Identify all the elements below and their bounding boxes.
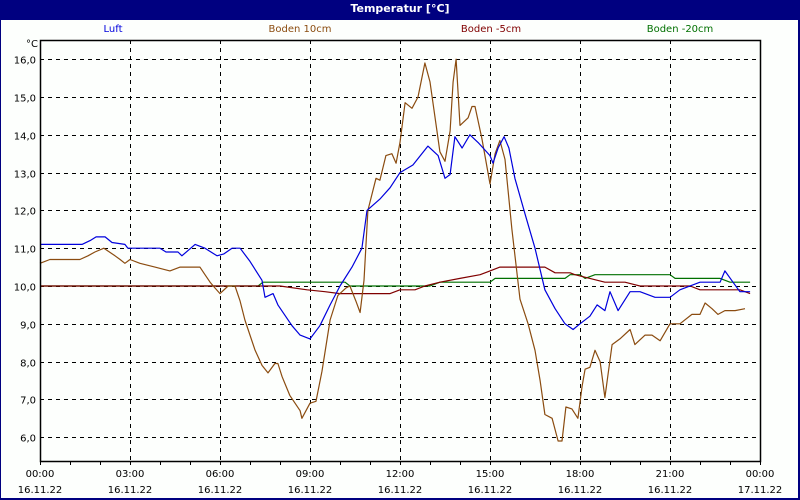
y-tick-label: 14,0 (14, 132, 36, 143)
plot-area: 6,0 7,0 8,0 9,0 10,0 11,0 12,0 13,0 14,0 15,0 16,0… (14, 39, 783, 496)
x-tick-time: 00:00 (26, 469, 55, 480)
legend-item: Boden -20cm (646, 24, 714, 35)
y-tick-label: 11,0 (14, 245, 36, 256)
x-tick-date: 16.11.22 (468, 485, 513, 496)
y-tick-label: 7,0 (20, 396, 36, 407)
legend-item: Boden 10cm (268, 24, 332, 35)
x-tick-date: 16.11.22 (378, 485, 423, 496)
legend-item: Boden -5cm (460, 24, 522, 35)
x-tick-date: 17.11.22 (738, 485, 783, 496)
x-tick-date: 16.11.22 (648, 485, 693, 496)
x-tick-time: 12:00 (386, 469, 415, 480)
y-tick-label: 15,0 (14, 94, 36, 105)
x-tick-time: 00:00 (746, 469, 775, 480)
y-tick-label: 16,0 (14, 56, 36, 67)
x-tick-date: 16.11.22 (288, 485, 333, 496)
y-tick-label: 9,0 (20, 321, 36, 332)
x-tick-time: 09:00 (296, 469, 325, 480)
x-tick-time: 18:00 (566, 469, 595, 480)
x-tick-time: 15:00 (476, 469, 505, 480)
x-tick-date: 16.11.22 (558, 485, 603, 496)
legend-item: Luft (103, 24, 123, 35)
y-axis-unit: °C (26, 39, 38, 50)
x-tick-date: 16.11.22 (108, 485, 153, 496)
y-tick-label: 6,0 (20, 434, 36, 445)
y-tick-label: 8,0 (20, 359, 36, 370)
series-line-luft (40, 134, 751, 340)
chart-title: Temperatur [°C] (350, 2, 450, 15)
chart-canvas: Luft Boden 10cm Boden -5cm Boden -20cm 6,0 7… (1, 20, 798, 498)
series-line-boden-20cm (40, 274, 751, 287)
y-tick-label: 13,0 (14, 170, 36, 181)
y-tick-label: 10,0 (14, 283, 36, 294)
x-tick-date: 16.11.22 (198, 485, 243, 496)
series-line-boden-5cm (40, 266, 751, 295)
y-tick-label: 12,0 (14, 207, 36, 218)
x-tick-time: 06:00 (206, 469, 235, 480)
series-line-boden-10cm (39, 58, 746, 442)
plot-frame (39, 39, 762, 463)
x-tick-time: 21:00 (656, 469, 685, 480)
x-tick-time: 03:00 (116, 469, 145, 480)
x-tick-date: 16.11.22 (18, 485, 63, 496)
